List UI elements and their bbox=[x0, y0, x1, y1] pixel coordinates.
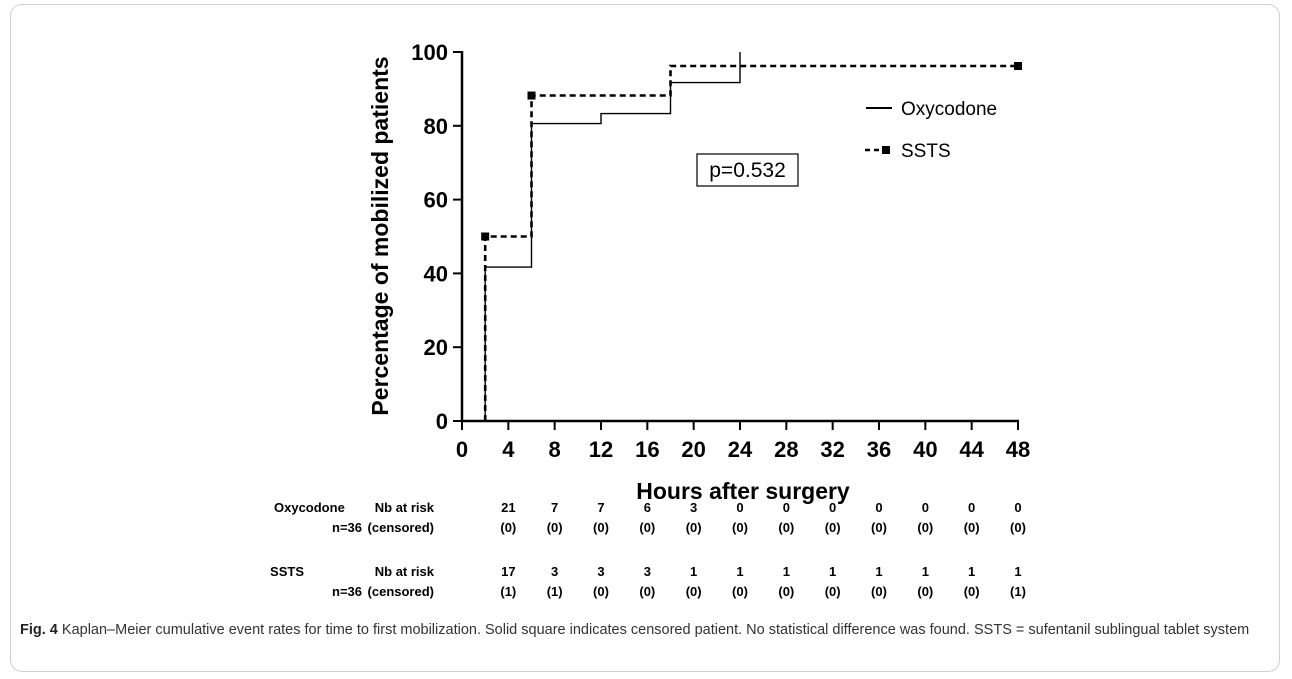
x-tick-label: 36 bbox=[867, 437, 891, 462]
risk-at-risk-oxycodone: 0 bbox=[829, 500, 836, 515]
risk-censored-oxycodone: (0) bbox=[778, 520, 794, 535]
risk-at-risk-ssts: 1 bbox=[922, 564, 929, 579]
risk-censored-oxycodone: (0) bbox=[825, 520, 841, 535]
risk-row-label: Nb at risk bbox=[375, 500, 435, 515]
survival-curves bbox=[481, 52, 1022, 421]
p-value-text: p=0.532 bbox=[709, 159, 786, 182]
y-tick-label: 80 bbox=[424, 114, 448, 139]
censor-marker-ssts bbox=[1014, 62, 1022, 71]
risk-censored-ssts: (0) bbox=[964, 584, 980, 599]
figure-frame bbox=[10, 4, 1280, 672]
risk-at-risk-oxycodone: 0 bbox=[736, 500, 743, 515]
legend-label-oxycodone: Oxycodone bbox=[901, 99, 997, 120]
legend-marker-ssts bbox=[882, 146, 890, 154]
x-tick-label: 40 bbox=[913, 437, 937, 462]
risk-censored-oxycodone: (0) bbox=[547, 520, 563, 535]
x-tick-label: 4 bbox=[502, 437, 515, 462]
risk-group-name-ssts: SSTS bbox=[270, 564, 304, 579]
risk-group-n-ssts: n=36 bbox=[332, 584, 362, 599]
risk-group-n-oxycodone: n=36 bbox=[332, 520, 362, 535]
censor-marker-ssts bbox=[527, 91, 536, 100]
risk-at-risk-ssts: 17 bbox=[501, 564, 515, 579]
risk-censored-ssts: (1) bbox=[1010, 584, 1026, 599]
risk-at-risk-oxycodone: 0 bbox=[875, 500, 882, 515]
risk-row-label: Nb at risk bbox=[375, 564, 435, 579]
risk-censored-oxycodone: (0) bbox=[639, 520, 655, 535]
risk-censored-ssts: (1) bbox=[547, 584, 563, 599]
x-axis-ticks: 0 4 8 12 16 20 24 28 32 36 40 44 48 bbox=[456, 421, 1030, 462]
x-tick-label: 16 bbox=[635, 437, 659, 462]
legend-label-ssts: SSTS bbox=[901, 141, 951, 162]
risk-censored-oxycodone: (0) bbox=[1010, 520, 1026, 535]
risk-censored-ssts: (1) bbox=[500, 584, 516, 599]
risk-at-risk-oxycodone: 0 bbox=[922, 500, 929, 515]
risk-censored-ssts: (0) bbox=[825, 584, 841, 599]
x-axis-title: Hours after surgery bbox=[636, 478, 850, 504]
p-value-annotation: p=0.532 bbox=[696, 153, 799, 187]
risk-censored-ssts: (0) bbox=[917, 584, 933, 599]
x-tick-label: 12 bbox=[589, 437, 613, 462]
risk-at-risk-ssts: 1 bbox=[1014, 564, 1021, 579]
x-tick-label: 32 bbox=[820, 437, 844, 462]
risk-at-risk-ssts: 1 bbox=[783, 564, 790, 579]
y-tick-label: 0 bbox=[436, 409, 448, 434]
risk-at-risk-ssts: 3 bbox=[644, 564, 651, 579]
risk-censored-oxycodone: (0) bbox=[917, 520, 933, 535]
y-axis-title: Percentage of mobilized patients bbox=[367, 56, 393, 415]
risk-censored-oxycodone: (0) bbox=[964, 520, 980, 535]
risk-at-risk-oxycodone: 0 bbox=[968, 500, 975, 515]
risk-censored-ssts: (0) bbox=[871, 584, 887, 599]
legend: Oxycodone SSTS bbox=[865, 99, 997, 162]
risk-censored-oxycodone: (0) bbox=[686, 520, 702, 535]
risk-censored-ssts: (0) bbox=[639, 584, 655, 599]
y-tick-label: 100 bbox=[411, 40, 448, 65]
risk-at-risk-oxycodone: 7 bbox=[551, 500, 558, 515]
x-tick-label: 28 bbox=[774, 437, 798, 462]
risk-censored-oxycodone: (0) bbox=[871, 520, 887, 535]
x-tick-label: 8 bbox=[549, 437, 561, 462]
risk-censored-oxycodone: (0) bbox=[732, 520, 748, 535]
risk-at-risk-ssts: 3 bbox=[551, 564, 558, 579]
risk-at-risk-oxycodone: 6 bbox=[644, 500, 651, 515]
risk-censored-oxycodone: (0) bbox=[593, 520, 609, 535]
risk-censored-ssts: (0) bbox=[732, 584, 748, 599]
risk-at-risk-oxycodone: 0 bbox=[1014, 500, 1021, 515]
y-tick-label: 40 bbox=[424, 261, 448, 286]
y-tick-label: 20 bbox=[424, 335, 448, 360]
caption-text: Kaplan–Meier cumulative event rates for … bbox=[57, 622, 1250, 638]
y-tick-label: 60 bbox=[424, 188, 448, 213]
risk-at-risk-ssts: 3 bbox=[597, 564, 604, 579]
risk-at-risk-ssts: 1 bbox=[690, 564, 697, 579]
risk-censored-oxycodone: (0) bbox=[500, 520, 516, 535]
risk-at-risk-oxycodone: 7 bbox=[597, 500, 604, 515]
x-tick-label: 20 bbox=[681, 437, 705, 462]
x-tick-label: 44 bbox=[959, 437, 984, 462]
risk-table: Oxycodone n=36 Nb at risk (censored) 21 (0) 7 (… bbox=[270, 500, 1026, 599]
risk-at-risk-oxycodone: 0 bbox=[783, 500, 790, 515]
risk-censored-ssts: (0) bbox=[686, 584, 702, 599]
risk-at-risk-ssts: 1 bbox=[829, 564, 836, 579]
risk-at-risk-ssts: 1 bbox=[875, 564, 882, 579]
risk-row-label: (censored) bbox=[368, 520, 434, 535]
risk-at-risk-ssts: 1 bbox=[736, 564, 743, 579]
y-axis-ticks: 0 20 40 60 80 100 bbox=[411, 40, 462, 434]
series-line-oxycodone bbox=[484, 52, 741, 421]
censor-marker-ssts bbox=[481, 232, 490, 241]
risk-at-risk-oxycodone: 21 bbox=[501, 500, 515, 515]
risk-at-risk-ssts: 1 bbox=[968, 564, 975, 579]
x-tick-label: 48 bbox=[1006, 437, 1030, 462]
figure-label: Fig. 4 bbox=[20, 622, 58, 638]
x-tick-label: 24 bbox=[728, 437, 753, 462]
risk-censored-ssts: (0) bbox=[593, 584, 609, 599]
risk-censored-ssts: (0) bbox=[778, 584, 794, 599]
p-value-box bbox=[696, 153, 799, 187]
risk-group-name-oxycodone: Oxycodone bbox=[274, 500, 345, 515]
risk-at-risk-oxycodone: 3 bbox=[690, 500, 697, 515]
figure-caption: Fig. 4 Kaplan–Meier cumulative event rat… bbox=[20, 620, 1270, 641]
x-tick-label: 0 bbox=[456, 437, 468, 462]
risk-row-label: (censored) bbox=[368, 584, 434, 599]
